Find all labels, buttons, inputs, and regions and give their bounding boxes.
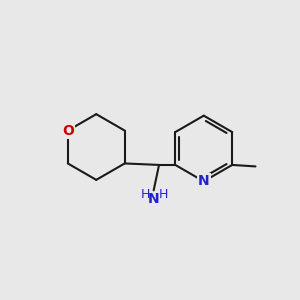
Text: H: H xyxy=(158,188,168,201)
Text: N: N xyxy=(148,192,160,206)
Text: N: N xyxy=(198,174,210,188)
Text: H: H xyxy=(141,188,150,201)
Text: O: O xyxy=(62,124,74,138)
